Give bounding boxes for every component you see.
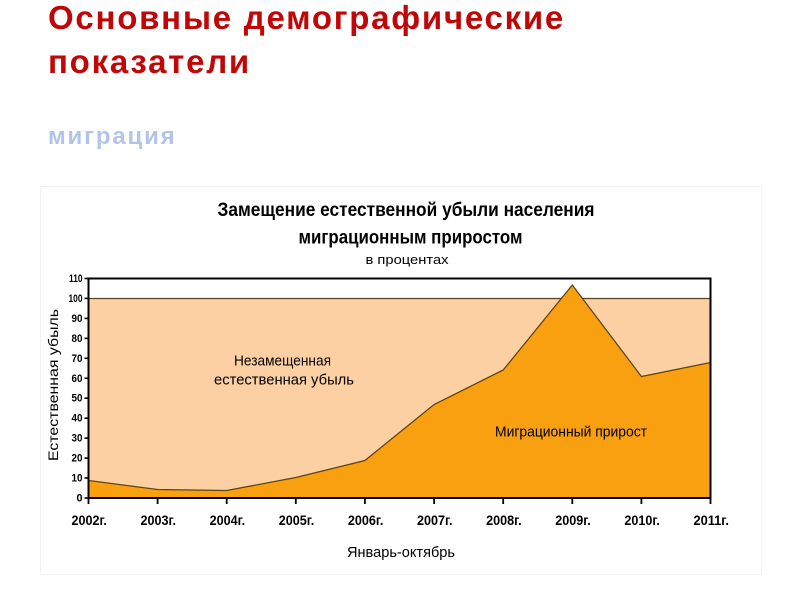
svg-text:0: 0	[77, 493, 83, 505]
svg-text:2004г.: 2004г.	[210, 512, 246, 528]
svg-text:20: 20	[72, 453, 83, 465]
svg-text:10: 10	[72, 473, 83, 485]
svg-text:70: 70	[72, 353, 83, 365]
svg-text:естественная убыль: естественная убыль	[214, 372, 354, 389]
svg-text:Незамещенная: Незамещенная	[234, 353, 331, 370]
svg-text:Замещение естественной убыли н: Замещение естественной убыли населения	[218, 200, 595, 221]
svg-text:60: 60	[72, 373, 83, 385]
svg-text:90: 90	[72, 313, 83, 325]
svg-text:30: 30	[72, 433, 83, 445]
svg-text:110: 110	[69, 273, 83, 285]
svg-text:Естественная убыль: Естественная убыль	[45, 309, 61, 461]
svg-text:2011г.: 2011г.	[693, 512, 729, 528]
svg-text:Январь-октябрь: Январь-октябрь	[347, 544, 455, 561]
svg-text:Миграционный прирост: Миграционный прирост	[495, 424, 647, 441]
svg-text:2008г.: 2008г.	[486, 512, 522, 528]
svg-text:80: 80	[72, 333, 83, 345]
svg-text:2005г.: 2005г.	[279, 512, 315, 528]
svg-text:40: 40	[72, 413, 83, 425]
svg-text:100: 100	[69, 293, 83, 305]
svg-text:2006г.: 2006г.	[348, 512, 384, 528]
svg-text:2003г.: 2003г.	[141, 512, 177, 528]
svg-text:50: 50	[72, 393, 83, 405]
svg-text:миграционным приростом: миграционным приростом	[299, 228, 523, 249]
svg-text:2007г.: 2007г.	[417, 512, 453, 528]
svg-text:в процентах: в процентах	[366, 253, 450, 267]
svg-text:2002г.: 2002г.	[71, 512, 107, 528]
svg-text:2010г.: 2010г.	[624, 512, 660, 528]
svg-text:2009г.: 2009г.	[555, 512, 591, 528]
